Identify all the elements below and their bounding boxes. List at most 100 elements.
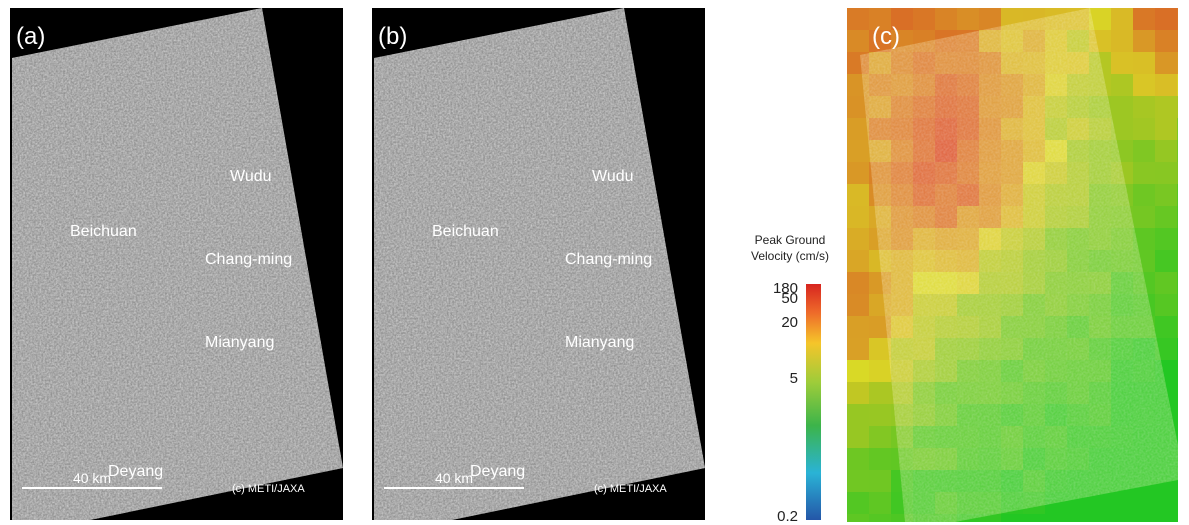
grid-cell — [1089, 514, 1111, 522]
panel-c: (c) — [847, 8, 1178, 522]
grid-cell — [1133, 184, 1155, 206]
grid-cell — [1177, 382, 1178, 404]
colorbar-tick-label: 0.2 — [777, 508, 798, 525]
grid-cell — [1177, 8, 1178, 30]
panel-label: (a) — [16, 23, 45, 50]
grid-cell — [1111, 514, 1133, 522]
scale-label: 40 km — [435, 470, 473, 486]
grid-cell — [869, 382, 891, 404]
grid-cell — [1155, 294, 1177, 316]
grid-cell — [1155, 316, 1177, 338]
grid-cell — [913, 8, 935, 30]
grid-cell — [1155, 8, 1177, 30]
place-name: Beichuan — [432, 223, 499, 240]
grid-cell — [1177, 360, 1178, 382]
place-name: Deyang — [470, 463, 525, 480]
grid-cell — [1155, 250, 1177, 272]
panel-label: (c) — [872, 23, 900, 50]
grid-cell — [1177, 74, 1178, 96]
grid-cell — [1177, 492, 1178, 514]
grid-cell — [1133, 514, 1155, 522]
grid-cell — [1155, 492, 1177, 514]
grid-cell — [869, 448, 891, 470]
place-name: Wudu — [230, 168, 272, 185]
grid-cell — [957, 8, 979, 30]
grid-cell — [847, 448, 869, 470]
colorbar-tick-label: 50 — [781, 290, 798, 307]
grid-cell — [869, 426, 891, 448]
place-name: Mianyang — [205, 334, 274, 351]
grid-cell — [847, 404, 869, 426]
grid-cell — [1177, 404, 1178, 426]
grid-cell — [869, 404, 891, 426]
grid-cell — [847, 8, 869, 30]
grid-cell — [847, 426, 869, 448]
grid-cell — [1133, 8, 1155, 30]
grid-cell — [1133, 30, 1155, 52]
grid-cell — [1001, 514, 1023, 522]
grid-cell — [1155, 30, 1177, 52]
grid-cell — [1177, 294, 1178, 316]
grid-cell — [1177, 228, 1178, 250]
grid-cell — [1177, 514, 1178, 522]
grid-cell — [1155, 140, 1177, 162]
grid-cell — [847, 250, 869, 272]
grid-cell — [847, 140, 869, 162]
grid-cell — [1155, 118, 1177, 140]
grid-cell — [1177, 272, 1178, 294]
grid-cell — [1133, 140, 1155, 162]
grid-cell — [847, 272, 869, 294]
grid-cell — [847, 360, 869, 382]
grid-cell — [1155, 162, 1177, 184]
credit: (c) METI/JAXA — [232, 483, 305, 495]
panel-label: (b) — [378, 23, 407, 50]
grid-cell — [1111, 52, 1133, 74]
grid-cell — [847, 184, 869, 206]
grid-cell — [847, 492, 869, 514]
grid-cell — [1177, 338, 1178, 360]
scale-label: 40 km — [73, 470, 111, 486]
grid-cell — [1133, 162, 1155, 184]
place-name: Mianyang — [565, 334, 634, 351]
grid-cell — [847, 316, 869, 338]
grid-cell — [1155, 96, 1177, 118]
grid-cell — [1177, 52, 1178, 74]
grid-cell — [847, 206, 869, 228]
place-name: Beichuan — [70, 223, 137, 240]
grid-cell — [1177, 140, 1178, 162]
grid-cell — [847, 294, 869, 316]
place-name: Chang-ming — [565, 251, 652, 268]
credit: (c) METI/JAXA — [594, 483, 667, 495]
grid-cell — [847, 338, 869, 360]
grid-cell — [1133, 52, 1155, 74]
place-name: Wudu — [592, 168, 634, 185]
place-name: Deyang — [108, 463, 163, 480]
grid-cell — [1155, 74, 1177, 96]
colorbar-scale — [806, 284, 821, 520]
grid-cell — [1045, 514, 1067, 522]
grid-cell — [1177, 118, 1178, 140]
grid-cell — [847, 118, 869, 140]
panel-a: (a) Wudu Beichuan Chang-ming Mianyang De… — [10, 8, 343, 520]
grid-cell — [1133, 118, 1155, 140]
grid-cell — [1155, 514, 1177, 522]
colorbar-title: Peak Ground — [755, 233, 826, 247]
grid-cell — [847, 30, 869, 52]
grid-cell — [1155, 184, 1177, 206]
grid-cell — [1177, 316, 1178, 338]
grid-cell — [1177, 206, 1178, 228]
grid-cell — [1133, 74, 1155, 96]
grid-cell — [1177, 184, 1178, 206]
grid-cell — [1133, 96, 1155, 118]
grid-cell — [1133, 492, 1155, 514]
grid-cell — [1067, 514, 1089, 522]
grid-cell — [1155, 206, 1177, 228]
place-name: Chang-ming — [205, 251, 292, 268]
grid-cell — [847, 514, 869, 522]
grid-cell — [1111, 8, 1133, 30]
grid-cell — [1155, 228, 1177, 250]
colorbar-tick-label: 20 — [781, 314, 798, 331]
grid-cell — [935, 8, 957, 30]
grid-cell — [1111, 492, 1133, 514]
